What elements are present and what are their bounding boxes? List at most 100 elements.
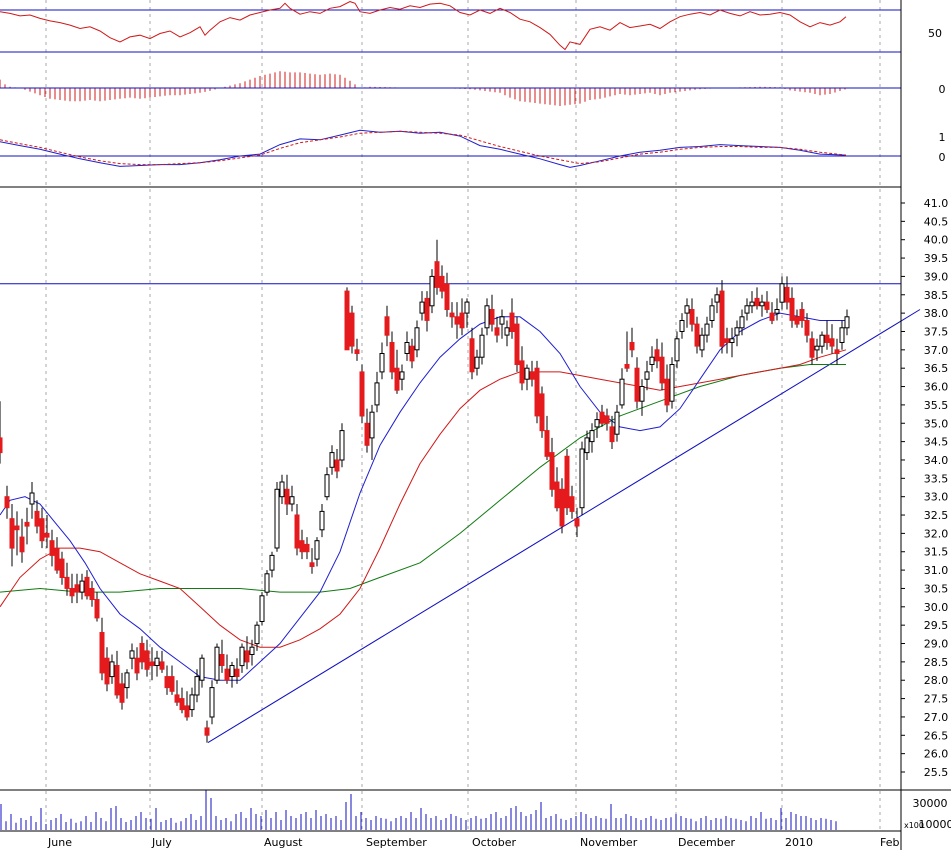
candle <box>239 643 245 673</box>
candle-body <box>634 367 640 402</box>
candle-body <box>374 382 380 406</box>
candle <box>784 276 790 310</box>
candle-body <box>574 518 580 527</box>
price-tick-label: 35.5 <box>924 399 949 412</box>
candle <box>709 298 715 328</box>
candle <box>364 408 370 453</box>
price-tick-label: 33.5 <box>924 472 949 485</box>
candle <box>219 639 225 673</box>
candle-body <box>514 323 520 366</box>
candle <box>494 316 500 343</box>
volume-panel: 30000 10000 x100 <box>0 790 951 831</box>
candle-body <box>629 342 635 351</box>
candle <box>279 474 285 504</box>
candle <box>204 720 210 743</box>
candle-body <box>474 356 480 369</box>
price-tick-label: 39.5 <box>924 252 949 265</box>
candle-body <box>564 455 570 509</box>
macd-panel: 1 0 <box>0 129 946 168</box>
candle-body <box>334 459 340 472</box>
price-tick-label: 40.5 <box>924 215 949 228</box>
candle <box>464 298 470 328</box>
candle <box>19 518 25 563</box>
candle-body <box>434 261 440 288</box>
candle <box>269 551 275 578</box>
candle <box>429 269 435 314</box>
price-tick-label: 41.0 <box>924 197 949 210</box>
candle <box>699 327 705 358</box>
candle-body <box>444 283 450 310</box>
candle <box>274 482 280 552</box>
candle <box>584 430 590 460</box>
candle-body <box>794 316 800 325</box>
candle-body <box>89 588 95 600</box>
candle <box>224 654 230 684</box>
candle <box>634 357 640 409</box>
candle <box>689 298 695 332</box>
candle <box>569 485 575 519</box>
candle <box>489 294 495 332</box>
candle-body <box>344 290 350 351</box>
price-tick-label: 34.5 <box>924 436 949 449</box>
price-tick-label: 28.0 <box>924 674 949 687</box>
candle <box>679 313 685 339</box>
candle <box>749 291 755 314</box>
candle-body <box>819 334 825 347</box>
candle-body <box>199 657 205 681</box>
candle <box>714 287 720 314</box>
candle <box>654 338 660 369</box>
candle-body <box>644 371 650 380</box>
candle-body <box>524 367 530 380</box>
candle-body <box>544 430 550 457</box>
candle-body <box>719 290 725 347</box>
candle <box>44 515 50 549</box>
candle <box>254 621 260 651</box>
candle <box>829 324 835 354</box>
candle-body <box>309 562 315 567</box>
candle-body <box>594 419 600 428</box>
candle <box>264 570 270 596</box>
candle-body <box>694 323 700 347</box>
candle-body <box>834 349 840 354</box>
candle-body <box>479 334 485 358</box>
candle-body <box>214 646 220 681</box>
candle <box>414 320 420 358</box>
candle <box>794 309 800 328</box>
macd-tick-label: 0 <box>939 151 946 164</box>
candle-body <box>614 411 620 435</box>
candle <box>114 650 120 699</box>
price-tick-label: 40.0 <box>924 234 949 247</box>
candle <box>799 302 805 328</box>
candle <box>134 647 140 681</box>
candle <box>194 669 200 703</box>
candle <box>34 500 40 534</box>
candle-body <box>539 393 545 432</box>
price-tick-label: 27.5 <box>924 693 949 706</box>
volume-tick-label: 30000 <box>913 797 948 810</box>
candle <box>149 647 155 681</box>
candle <box>614 404 620 442</box>
volume-tick-label: 10000 <box>919 818 951 831</box>
candle-body <box>589 430 595 443</box>
candle-body <box>554 481 560 509</box>
candle-body <box>184 705 190 718</box>
candle-body <box>94 599 100 619</box>
candle-body <box>839 327 845 343</box>
candle-body <box>369 411 375 439</box>
candle-body <box>149 661 155 667</box>
candle <box>609 415 615 449</box>
candle <box>84 570 90 600</box>
candle-body <box>29 492 35 505</box>
candle <box>704 316 710 343</box>
candle <box>669 357 675 409</box>
candle-body <box>189 694 195 711</box>
candle-body <box>384 316 390 336</box>
candle <box>174 680 180 706</box>
candle <box>0 401 3 464</box>
candle-body <box>224 668 230 681</box>
price-tick-label: 31.0 <box>924 564 949 577</box>
candle-body <box>339 430 345 461</box>
candle <box>24 507 30 545</box>
candle <box>69 573 75 604</box>
candle <box>354 338 360 361</box>
